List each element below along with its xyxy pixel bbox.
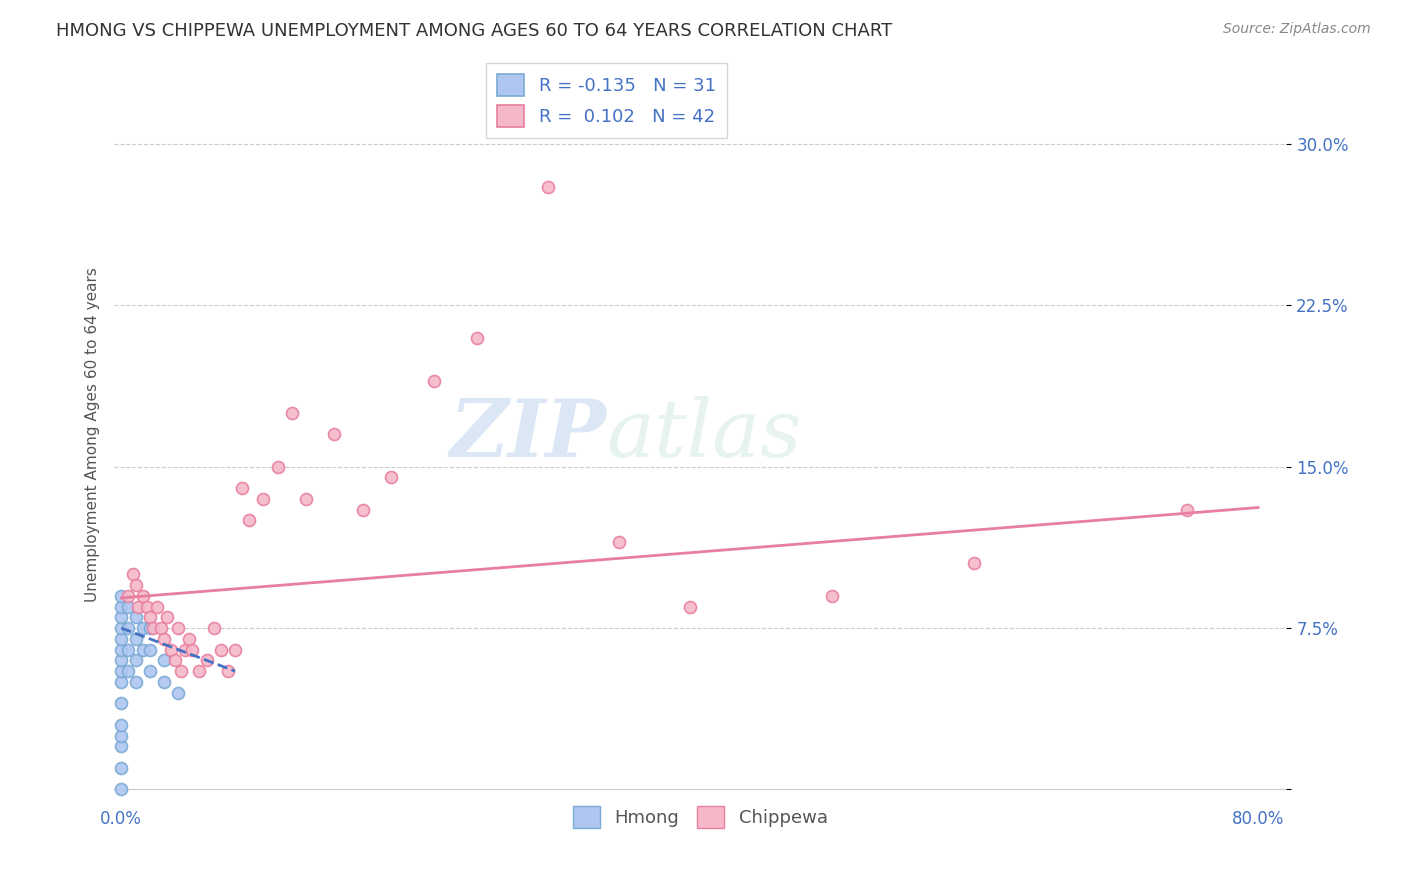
Point [135, 599, 157, 614]
Point [224, 642, 246, 657]
Point [821, 589, 844, 603]
Point [607, 535, 630, 549]
Point [150, 621, 173, 635]
Point [110, 782, 132, 797]
Point [295, 491, 318, 506]
Point [138, 610, 160, 624]
Point [160, 642, 183, 657]
Point [209, 642, 232, 657]
Point [465, 330, 488, 344]
Point [110, 589, 132, 603]
Point [323, 427, 346, 442]
Point [181, 642, 204, 657]
Point [110, 642, 132, 657]
Point [153, 632, 176, 646]
Point [281, 406, 304, 420]
Point [117, 642, 139, 657]
Text: HMONG VS CHIPPEWA UNEMPLOYMENT AMONG AGES 60 TO 64 YEARS CORRELATION CHART: HMONG VS CHIPPEWA UNEMPLOYMENT AMONG AGE… [56, 22, 893, 40]
Point [153, 674, 176, 689]
Point [124, 674, 146, 689]
Point [174, 642, 197, 657]
Point [170, 664, 193, 678]
Point [110, 718, 132, 732]
Point [202, 621, 225, 635]
Point [352, 502, 374, 516]
Point [117, 621, 139, 635]
Point [231, 481, 253, 495]
Point [124, 610, 146, 624]
Point [217, 664, 239, 678]
Point [146, 599, 169, 614]
Y-axis label: Unemployment Among Ages 60 to 64 years: Unemployment Among Ages 60 to 64 years [86, 267, 100, 602]
Point [536, 180, 558, 194]
Point [124, 632, 146, 646]
Point [110, 653, 132, 667]
Point [110, 621, 132, 635]
Point [110, 632, 132, 646]
Point [110, 761, 132, 775]
Point [963, 557, 986, 571]
Point [195, 653, 218, 667]
Point [131, 621, 153, 635]
Point [252, 491, 274, 506]
Text: Source: ZipAtlas.com: Source: ZipAtlas.com [1223, 22, 1371, 37]
Point [110, 739, 132, 754]
Point [165, 653, 187, 667]
Text: ZIP: ZIP [450, 396, 606, 473]
Point [179, 632, 201, 646]
Point [266, 459, 288, 474]
Point [110, 610, 132, 624]
Point [127, 599, 149, 614]
Point [167, 685, 190, 699]
Point [117, 589, 139, 603]
Point [124, 653, 146, 667]
Point [131, 589, 153, 603]
Point [156, 610, 179, 624]
Point [117, 664, 139, 678]
Point [131, 642, 153, 657]
Point [380, 470, 402, 484]
Legend: Hmong, Chippewa: Hmong, Chippewa [565, 798, 835, 835]
Text: atlas: atlas [606, 396, 801, 473]
Point [110, 599, 132, 614]
Point [117, 599, 139, 614]
Point [110, 674, 132, 689]
Point [138, 642, 160, 657]
Point [423, 374, 446, 388]
Point [110, 697, 132, 711]
Point [124, 578, 146, 592]
Point [238, 513, 260, 527]
Point [188, 664, 211, 678]
Point [679, 599, 702, 614]
Point [121, 567, 143, 582]
Point [138, 621, 160, 635]
Point [142, 621, 165, 635]
Point [110, 664, 132, 678]
Point [110, 729, 132, 743]
Point [153, 653, 176, 667]
Point [167, 621, 190, 635]
Point [138, 664, 160, 678]
Point [1175, 502, 1198, 516]
